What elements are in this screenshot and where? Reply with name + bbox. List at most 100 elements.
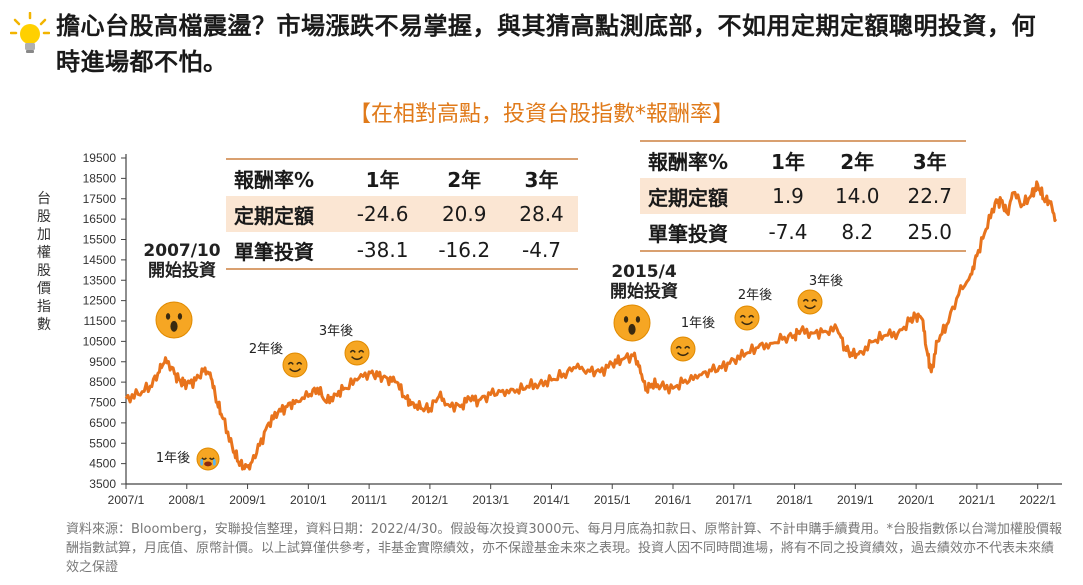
y-tick-label: 17500 xyxy=(83,192,117,206)
annotation-label: 3年後 xyxy=(319,324,353,339)
annotation-label: 2015/4 xyxy=(611,262,677,282)
row-label: 定期定額 xyxy=(226,196,342,232)
table-header-cell: 3年 xyxy=(893,140,966,178)
x-tick-label: 2021/1 xyxy=(959,493,996,507)
annotation-label: 開始投資 xyxy=(610,281,678,302)
lightbulb-icon xyxy=(10,12,50,53)
table-cell: -38.1 xyxy=(341,232,424,270)
y-tick-label: 6500 xyxy=(89,416,116,430)
table-cell: -24.6 xyxy=(341,196,424,232)
table-header-cell: 報酬率% xyxy=(226,158,342,196)
x-tick-label: 2020/1 xyxy=(898,493,935,507)
smile-face-icon xyxy=(734,305,760,331)
row-label: 定期定額 xyxy=(640,178,756,214)
table-header-cell: 1年 xyxy=(755,140,821,178)
chart-title: 【在相對高點，投資台股指數*報酬率】 xyxy=(348,102,734,127)
x-tick-label: 2012/1 xyxy=(412,493,449,507)
returns-table-2015: 報酬率% 1年 2年 3年 定期定額 1.9 14.0 22.7 單筆投資 -7… xyxy=(640,140,966,252)
annotation-label: 開始投資 xyxy=(148,260,216,281)
annotation-label: 2年後 xyxy=(249,342,283,357)
annotation-label: 1年後 xyxy=(156,451,190,466)
x-tick-label: 2008/1 xyxy=(168,493,205,507)
annotation-3: 2年後 xyxy=(249,342,308,378)
table-row: 定期定額 -24.6 20.9 28.4 xyxy=(226,196,578,232)
annotation-8: 3年後 xyxy=(797,274,843,315)
y-tick-label: 3500 xyxy=(89,477,116,491)
y-tick-label: 7500 xyxy=(89,396,116,410)
x-axis: 2007/1 2008/1 2009/1 2010/1 2011/1 2012/1 2013… xyxy=(108,483,1062,507)
y-tick-label: 19500 xyxy=(83,151,117,165)
table-cell: 20.9 xyxy=(423,196,506,232)
x-tick-label: 2009/1 xyxy=(229,493,266,507)
x-tick-label: 2017/1 xyxy=(715,493,752,507)
table-cell: 25.0 xyxy=(893,214,966,252)
table-cell: 14.0 xyxy=(820,178,894,214)
annotation-label: 1年後 xyxy=(681,316,715,331)
y-tick-label: 11500 xyxy=(84,314,117,328)
y-tick-label: 9500 xyxy=(89,355,116,369)
annotation-6: 1年後 xyxy=(670,316,715,362)
x-tick-label: 2014/1 xyxy=(533,493,570,507)
y-tick-label: 14500 xyxy=(83,253,117,267)
table-cell: -7.4 xyxy=(755,214,821,252)
table-row: 定期定額 1.9 14.0 22.7 xyxy=(640,178,966,214)
y-tick-label: 13500 xyxy=(83,273,117,287)
y-tick-label: 15500 xyxy=(83,233,117,247)
annotation-2: 1年後 xyxy=(156,447,220,471)
y-tick-label: 8500 xyxy=(89,375,116,389)
table-cell: -16.2 xyxy=(423,232,506,270)
x-tick-label: 2018/1 xyxy=(776,493,813,507)
table-header-row: 報酬率% 1年 2年 3年 xyxy=(640,140,966,178)
annotation-4: 3年後 xyxy=(319,324,370,366)
table-row: 單筆投資 -7.4 8.2 25.0 xyxy=(640,214,966,252)
shocked-face-icon xyxy=(155,301,193,339)
x-tick-label: 2019/1 xyxy=(837,493,874,507)
y-tick-label: 12500 xyxy=(83,294,117,308)
crying-face-icon xyxy=(196,447,220,471)
shocked-face-icon xyxy=(613,304,651,342)
table-cell: 28.4 xyxy=(505,196,578,232)
smile-face-icon xyxy=(282,352,308,378)
annotation-label: 3年後 xyxy=(809,274,843,289)
table-header-row: 報酬率% 1年 2年 3年 xyxy=(226,158,578,196)
table-header-cell: 3年 xyxy=(505,158,578,196)
smile-face-icon xyxy=(797,289,823,315)
annotation-label: 2007/10 xyxy=(143,241,220,261)
table-header-cell: 1年 xyxy=(341,158,424,196)
y-tick-label: 16500 xyxy=(83,212,117,226)
row-label: 單筆投資 xyxy=(226,232,342,270)
table-cell: 8.2 xyxy=(820,214,894,252)
footnote: 資料來源：Bloomberg，安聯投信整理，資料日期：2022/4/30。假設每… xyxy=(66,522,1062,575)
annotation-label: 2年後 xyxy=(738,288,772,303)
returns-table-2007: 報酬率% 1年 2年 3年 定期定額 -24.6 20.9 28.4 單筆投資 … xyxy=(226,158,578,270)
y-tick-label: 4500 xyxy=(89,457,116,471)
y-axis: 3500 4500 5500 6500 7500 8500 9500 10500 11500 12… xyxy=(83,151,127,491)
smile-face-icon xyxy=(344,340,370,366)
table-header-cell: 2年 xyxy=(423,158,506,196)
annotation-7: 2年後 xyxy=(734,288,772,331)
smile-face-icon xyxy=(670,336,696,362)
y-tick-label: 18500 xyxy=(83,171,117,185)
x-tick-label: 2013/1 xyxy=(472,493,509,507)
x-tick-label: 2011/1 xyxy=(351,493,387,507)
headline-text: 擔心台股高檔震盪？市場漲跌不易掌握，與其猜高點測底部，不如用定期定額聰明投資，何… xyxy=(56,12,1036,76)
table-cell: -4.7 xyxy=(505,232,578,270)
x-tick-label: 2015/1 xyxy=(594,493,631,507)
series-line-taiex xyxy=(124,180,1058,471)
table-header-cell: 報酬率% xyxy=(640,140,756,178)
y-tick-label: 10500 xyxy=(83,334,117,348)
x-tick-label: 2022/1 xyxy=(1019,493,1056,507)
table-cell: 22.7 xyxy=(893,178,966,214)
x-tick-label: 2010/1 xyxy=(290,493,327,507)
table-row: 單筆投資 -38.1 -16.2 -4.7 xyxy=(226,232,578,270)
table-cell: 1.9 xyxy=(755,178,821,214)
x-tick-label: 2016/1 xyxy=(655,493,692,507)
y-axis-label: 台股加權股價指數 xyxy=(37,191,51,333)
row-label: 單筆投資 xyxy=(640,214,756,252)
table-header-cell: 2年 xyxy=(820,140,894,178)
x-tick-label: 2007/1 xyxy=(108,493,145,507)
